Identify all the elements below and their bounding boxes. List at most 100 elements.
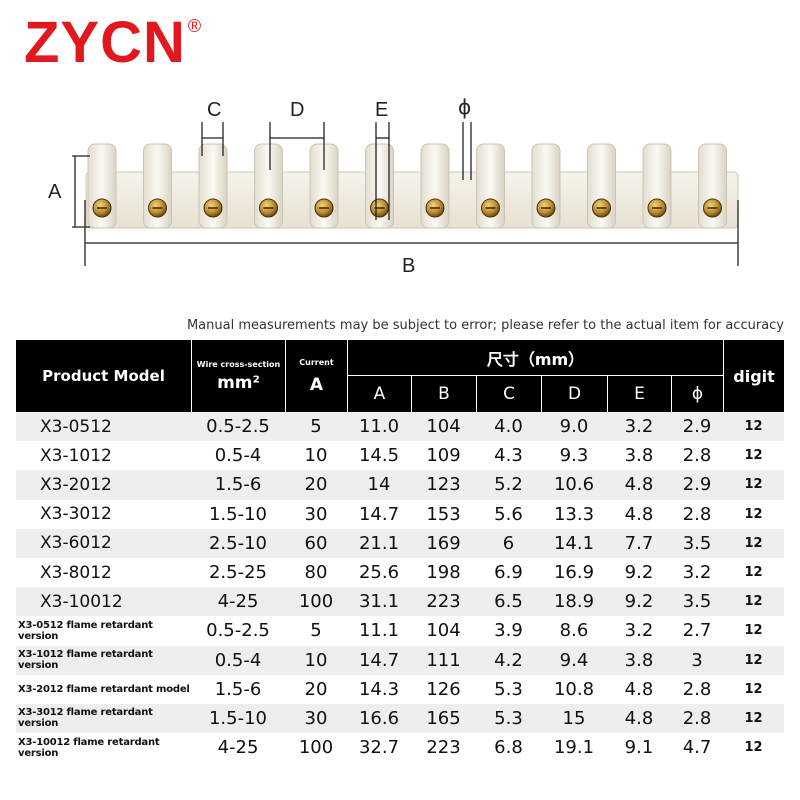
cell-phi: 2.8: [671, 703, 724, 734]
cell-wire: 2.5-10: [191, 528, 285, 558]
cell-C: 6.9: [476, 557, 541, 588]
cell-digit: 12: [723, 587, 785, 617]
cell-D: 13.3: [541, 499, 607, 529]
cell-E: 9.2: [607, 587, 671, 617]
cell-model: X3-3012 flame retardant version: [16, 703, 191, 734]
table-row: X3-3012 1.5-10 30 14.7 153 5.6 13.3 4.8 2.8 12: [16, 499, 785, 529]
dimension-lines: [72, 122, 739, 266]
cell-E: 7.7: [607, 528, 671, 558]
cell-model: X3-10012: [16, 587, 191, 617]
cell-phi: 3.2: [671, 557, 724, 588]
cell-B: 153: [411, 499, 476, 529]
cell-D: 9.4: [541, 645, 607, 675]
cell-phi: 2.8: [671, 499, 724, 529]
cell-C: 4.0: [476, 412, 541, 442]
cell-A: 32.7: [347, 733, 411, 763]
cell-digit: 12: [723, 412, 785, 442]
cell-wire: 1.5-10: [191, 499, 285, 529]
cell-B: 104: [411, 616, 476, 646]
cell-wire: 0.5-4: [191, 645, 285, 675]
table-row: X3-2012 1.5-6 20 14 123 5.2 10.6 4.8 2.9 12: [16, 470, 785, 500]
cell-phi: 4.7: [671, 733, 724, 763]
cell-model: X3-10012 flame retardant version: [16, 733, 191, 763]
cell-phi: 3: [671, 645, 724, 675]
cell-digit: 12: [723, 703, 785, 734]
cell-C: 6.8: [476, 733, 541, 763]
cell-B: 223: [411, 733, 476, 763]
cell-E: 9.2: [607, 557, 671, 588]
cell-phi: 2.9: [671, 412, 724, 442]
cell-D: 8.6: [541, 616, 607, 646]
cell-B: 165: [411, 703, 476, 734]
cell-model: X3-2012: [16, 470, 191, 500]
cell-E: 3.8: [607, 645, 671, 675]
cell-current: 100: [285, 587, 347, 617]
cell-phi: 2.9: [671, 470, 724, 500]
cell-model: X3-2012 flame retardant model: [16, 674, 191, 704]
header-size-group: 尺寸（mm）: [347, 340, 724, 376]
cell-E: 9.1: [607, 733, 671, 763]
dim-label-D: D: [290, 99, 304, 121]
cell-digit: 12: [723, 616, 785, 646]
strip-body: [85, 171, 739, 229]
cell-model: X3-3012: [16, 499, 191, 529]
cell-B: 198: [411, 557, 476, 588]
brand-name: ZYCN: [24, 10, 186, 75]
spec-table: Product Model Wire cross-section mm² Cur…: [16, 340, 785, 763]
cell-D: 19.1: [541, 733, 607, 763]
table-row: X3-6012 2.5-10 60 21.1 169 6 14.1 7.7 3.5 12: [16, 528, 785, 558]
header-current-label: Current: [299, 357, 334, 367]
cell-D: 10.6: [541, 470, 607, 500]
cell-A: 21.1: [347, 528, 411, 558]
header-size-col: D: [541, 376, 607, 412]
cell-B: 109: [411, 441, 476, 471]
cell-C: 5.2: [476, 470, 541, 500]
cell-A: 14: [347, 470, 411, 500]
cell-model: X3-8012: [16, 557, 191, 588]
cell-digit: 12: [723, 733, 785, 763]
table-row: X3-10012 flame retardant version 4-25 100 3…: [16, 733, 785, 763]
cell-phi: 2.7: [671, 616, 724, 646]
header-size-col: E: [607, 376, 671, 412]
cell-digit: 12: [723, 528, 785, 558]
cell-A: 25.6: [347, 557, 411, 588]
table-row: X3-1012 flame retardant version 0.5-4 10 14…: [16, 645, 785, 675]
table-body: X3-0512 0.5-2.5 5 11.0 104 4.0 9.0 3.2 2.9 12 X3-1…: [16, 412, 785, 763]
cell-digit: 12: [723, 470, 785, 500]
cell-A: 11.1: [347, 616, 411, 646]
table-row: X3-0512 0.5-2.5 5 11.0 104 4.0 9.0 3.2 2.9 12: [16, 412, 785, 442]
table-row: X3-0512 flame retardant version 0.5-2.5 5 1…: [16, 616, 785, 646]
cell-E: 4.8: [607, 470, 671, 500]
table-row: X3-3012 flame retardant version 1.5-10 30 1…: [16, 703, 785, 734]
cell-phi: 2.8: [671, 441, 724, 471]
cell-C: 6.5: [476, 587, 541, 617]
cell-B: 223: [411, 587, 476, 617]
cell-phi: 2.8: [671, 674, 724, 704]
header-size-col: B: [411, 376, 476, 412]
cell-D: 14.1: [541, 528, 607, 558]
cell-current: 20: [285, 674, 347, 704]
cell-model: X3-1012 flame retardant version: [16, 645, 191, 675]
table-row: X3-10012 4-25 100 31.1 223 6.5 18.9 9.2 3.5 12: [16, 587, 785, 617]
cell-current: 5: [285, 412, 347, 442]
cell-digit: 12: [723, 557, 785, 588]
header-size-col: C: [476, 376, 541, 412]
cell-digit: 12: [723, 441, 785, 471]
cell-phi: 3.5: [671, 587, 724, 617]
cell-E: 3.8: [607, 441, 671, 471]
cell-B: 111: [411, 645, 476, 675]
cell-wire: 0.5-2.5: [191, 412, 285, 442]
cell-model: X3-0512 flame retardant version: [16, 616, 191, 646]
header-wire-label: Wire cross-section: [196, 359, 281, 369]
cell-E: 3.2: [607, 412, 671, 442]
cell-current: 30: [285, 703, 347, 734]
cell-A: 14.7: [347, 499, 411, 529]
cell-C: 3.9: [476, 616, 541, 646]
dim-label-phi: ϕ: [458, 95, 471, 119]
cell-current: 60: [285, 528, 347, 558]
cell-A: 14.3: [347, 674, 411, 704]
cell-current: 10: [285, 441, 347, 471]
cell-C: 4.3: [476, 441, 541, 471]
cell-D: 16.9: [541, 557, 607, 588]
header-current: Current A: [285, 340, 347, 412]
